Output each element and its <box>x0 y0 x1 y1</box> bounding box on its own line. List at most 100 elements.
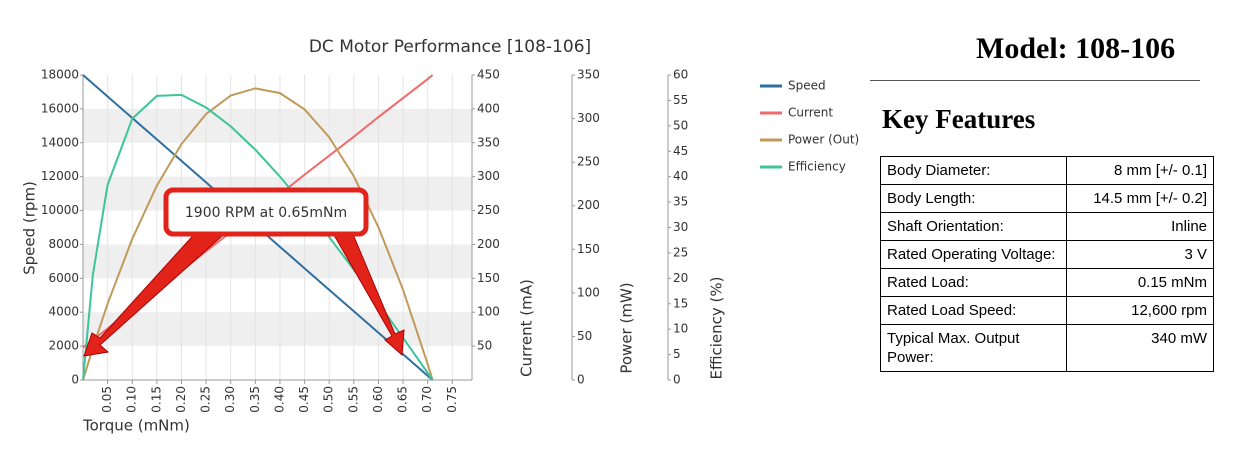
table-row: Rated Load: 0.15 mNm <box>880 268 1214 297</box>
y-tick-label: 250 <box>577 155 600 169</box>
feature-value: 3 V <box>1066 240 1214 269</box>
annotation-arrow <box>329 227 405 357</box>
y-tick-label: 14000 <box>41 135 79 149</box>
x-tick-label: 0.35 <box>248 386 262 413</box>
feature-value: 0.15 mNm <box>1066 268 1214 297</box>
series-line <box>82 87 434 381</box>
annotation: 1900 RPM at 0.65mNm <box>185 205 347 221</box>
legend-label: Speed <box>788 79 826 93</box>
y-tick-label: 350 <box>477 135 500 149</box>
y-tick-label: 40 <box>673 169 688 183</box>
feature-name: Rated Load Speed: <box>880 296 1067 325</box>
x-axis-label: Torque (mNm) <box>82 417 190 435</box>
legend-label: Efficiency <box>788 160 846 174</box>
divider <box>870 80 1200 81</box>
x-tick-label: 0.75 <box>445 386 459 413</box>
x-tick-label: 0.25 <box>199 386 213 413</box>
y-tick-label: 15 <box>673 296 688 310</box>
y-tick-label: 50 <box>673 118 688 132</box>
y-tick-label: 100 <box>477 305 500 319</box>
legend-label: Power (Out) <box>788 133 859 147</box>
y-tick-label: 5 <box>673 347 681 361</box>
y-tick-label: 0 <box>71 373 79 387</box>
x-tick-label: 0.60 <box>371 386 385 413</box>
table-row: Rated Operating Voltage: 3 V <box>880 240 1214 269</box>
annotation-arrow <box>83 227 223 357</box>
y-tick-label: 35 <box>673 195 688 209</box>
feature-value: 14.5 mm [+/- 0.2] <box>1066 184 1214 213</box>
y-tick-label: 150 <box>477 271 500 285</box>
x-tick-label: 0.10 <box>125 386 139 413</box>
model-title: Model: 108-106 <box>976 32 1176 65</box>
y-tick-label: 300 <box>577 111 600 125</box>
y-tick-label: 55 <box>673 93 688 107</box>
y-tick-label: 8000 <box>48 237 79 251</box>
table-row: Body Length: 14.5 mm [+/- 0.2] <box>880 184 1214 213</box>
annotation-box <box>163 187 369 237</box>
y-tick-label: 0 <box>577 373 585 387</box>
x-tick-label: 0.30 <box>223 386 237 413</box>
features-table: Body Diameter: 8 mm [+/- 0.1] Body Length:… <box>880 156 1214 372</box>
table-row: Typical Max. Output Power: 340 mW <box>880 324 1214 372</box>
y-tick-label: 6000 <box>48 271 79 285</box>
y-tick-label: 25 <box>673 245 688 259</box>
chart: DC Motor Performance [108-106] 020004000… <box>21 37 860 435</box>
grid-band <box>83 312 472 347</box>
y-tick-label: 45 <box>673 144 688 158</box>
y-tick-label: 4000 <box>48 305 79 319</box>
legend-label: Current <box>788 106 833 120</box>
section-title: Key Features <box>882 104 1036 134</box>
table-row: Rated Load Speed: 12,600 rpm <box>880 296 1214 325</box>
feature-value: 340 mW <box>1066 324 1214 372</box>
x-tick-label: 0.45 <box>297 386 311 413</box>
feature-name: Rated Operating Voltage: <box>880 240 1067 269</box>
y-axis-label: Speed (rpm) <box>21 181 39 275</box>
y-tick-label: 60 <box>673 68 688 82</box>
feature-name: Rated Load: <box>880 268 1067 297</box>
y-axis-label: Current (mA) <box>518 279 536 377</box>
x-tick-label: 0.20 <box>174 386 188 413</box>
feature-name: Body Diameter: <box>880 156 1067 185</box>
y-tick-label: 10000 <box>41 203 79 217</box>
x-tick-label: 0.70 <box>420 386 434 413</box>
y-tick-label: 2000 <box>48 339 79 353</box>
y-tick-label: 150 <box>577 242 600 256</box>
feature-name: Body Length: <box>880 184 1067 213</box>
feature-name: Typical Max. Output Power: <box>880 324 1067 372</box>
y-tick-label: 18000 <box>41 68 79 82</box>
x-tick-label: 0.65 <box>396 386 410 413</box>
x-tick-label: 0.40 <box>272 386 286 413</box>
y-tick-label: 200 <box>577 198 600 212</box>
y-tick-label: 0 <box>673 373 681 387</box>
x-tick-label: 0.55 <box>346 386 360 413</box>
y-tick-label: 250 <box>477 203 500 217</box>
y-tick-label: 450 <box>477 68 500 82</box>
y-axis-label: Power (mW) <box>618 282 636 373</box>
y-tick-label: 100 <box>577 285 600 299</box>
table-row: Shaft Orientation: Inline <box>880 212 1214 241</box>
y-tick-label: 350 <box>577 68 600 82</box>
y-tick-label: 20 <box>673 271 688 285</box>
x-tick-label: 0.50 <box>322 386 336 413</box>
chart-title: DC Motor Performance [108-106] <box>309 37 591 57</box>
x-tick-label: 0.15 <box>149 386 163 413</box>
y-axis-label: Efficiency (%) <box>708 277 726 380</box>
feature-value: 8 mm [+/- 0.1] <box>1066 156 1214 185</box>
grid-band <box>83 108 472 143</box>
y-tick-label: 30 <box>673 220 688 234</box>
y-tick-label: 200 <box>477 237 500 251</box>
y-tick-label: 16000 <box>41 101 79 115</box>
y-tick-label: 300 <box>477 169 500 183</box>
y-tick-label: 50 <box>577 329 592 343</box>
y-tick-label: 400 <box>477 101 500 115</box>
grid-band <box>83 244 472 279</box>
feature-value: 12,600 rpm <box>1066 296 1214 325</box>
y-tick-label: 50 <box>477 339 492 353</box>
y-tick-label: 10 <box>673 322 688 336</box>
table-row: Body Diameter: 8 mm [+/- 0.1] <box>880 156 1214 185</box>
x-tick-label: 0.05 <box>100 386 114 413</box>
y-tick-label: 12000 <box>41 169 79 183</box>
feature-name: Shaft Orientation: <box>880 212 1067 241</box>
feature-value: Inline <box>1066 212 1214 241</box>
